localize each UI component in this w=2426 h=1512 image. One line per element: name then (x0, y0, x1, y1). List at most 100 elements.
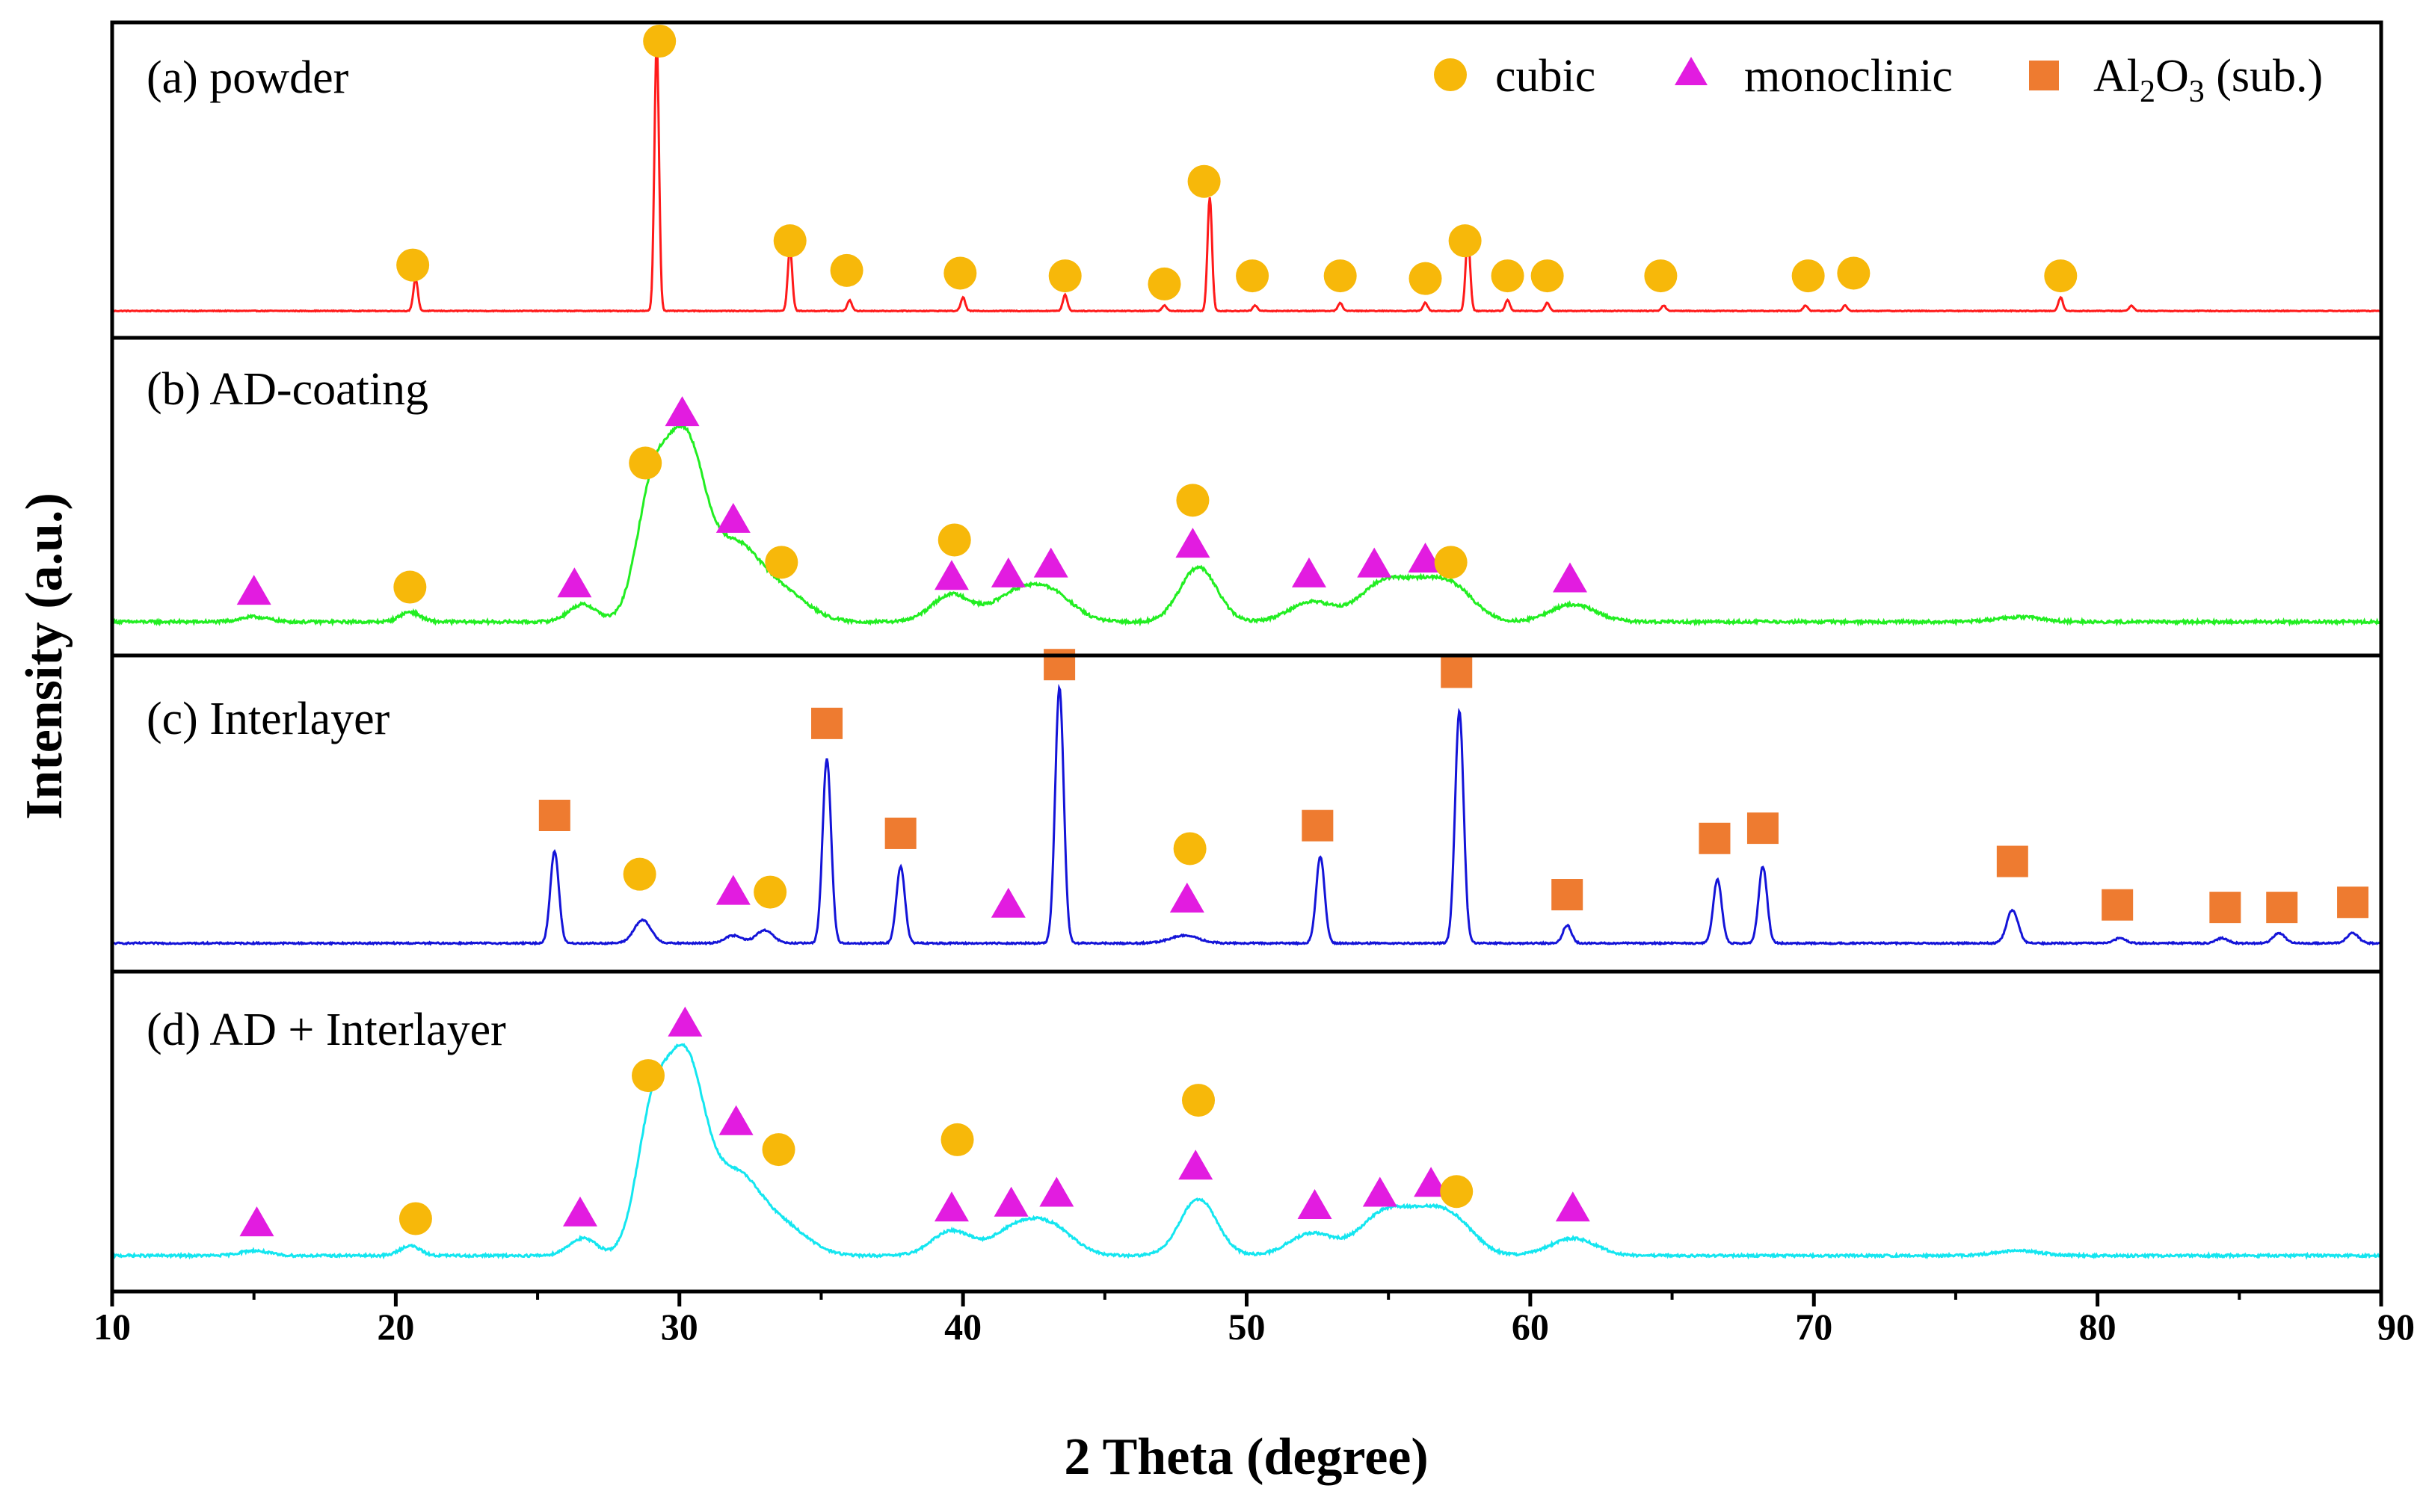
monoclinic-marker (934, 1191, 969, 1222)
legend-cubic-marker (1434, 58, 1467, 91)
cubic-marker (398, 1202, 432, 1235)
cubic-marker (1791, 259, 1825, 293)
monoclinic-marker (1039, 1176, 1074, 1207)
al2o3-marker (538, 800, 570, 831)
xrd-trace-c (112, 683, 2382, 946)
cubic-marker (1837, 256, 1871, 290)
monoclinic-marker (562, 1196, 597, 1226)
x-axis-ticks: 10 20 30 40 50 60 70 80 90 (93, 1292, 2415, 1348)
cubic-marker (830, 253, 863, 287)
x-tick-label: 10 (93, 1306, 131, 1348)
monoclinic-marker (557, 567, 592, 598)
cubic-marker (773, 224, 807, 258)
monoclinic-marker (715, 502, 751, 533)
legend-monoclinic-marker (1675, 57, 1708, 85)
monoclinic-marker (1178, 1150, 1213, 1180)
xrd-traces (111, 41, 2382, 1260)
x-axis-title: 2 Theta (degree) (1064, 1428, 1428, 1486)
cubic-marker (943, 256, 977, 290)
xrd-trace-a (111, 41, 2382, 313)
monoclinic-marker (1362, 1176, 1397, 1207)
x-tick-label: 80 (2079, 1306, 2116, 1348)
panel-label-d: (d) AD + Interlayer (147, 1005, 506, 1055)
x-tick-label: 40 (944, 1306, 982, 1348)
cubic-marker (1187, 164, 1221, 198)
cubic-marker (1048, 259, 1082, 293)
panel-frame-c (110, 653, 2383, 974)
al2o3-marker (1699, 822, 1731, 854)
cubic-marker (765, 546, 798, 579)
monoclinic-marker (991, 557, 1026, 587)
al2o3-marker (1302, 809, 1334, 842)
al2o3-marker (2102, 889, 2134, 921)
cubic-marker (632, 1059, 665, 1093)
panel-label-a: (a) powder (147, 52, 349, 103)
monoclinic-marker (1552, 562, 1587, 593)
monoclinic-marker (1555, 1191, 1590, 1222)
cubic-marker (940, 1123, 974, 1156)
monoclinic-marker (1357, 547, 1392, 578)
x-tick-label: 60 (1512, 1306, 1549, 1348)
cubic-marker (2044, 259, 2078, 293)
cubic-marker (1236, 259, 1269, 293)
monoclinic-marker (668, 1006, 703, 1037)
xrd-trace-b (111, 421, 2382, 627)
cubic-marker (1440, 1175, 1474, 1209)
monoclinic-marker (991, 887, 1026, 918)
panel-frame-b (110, 336, 2383, 658)
cubic-marker (762, 1133, 795, 1167)
cubic-marker (1644, 259, 1678, 293)
legend-al2o3-marker (2029, 61, 2059, 90)
al2o3-marker (2209, 892, 2241, 924)
cubic-marker (1434, 546, 1468, 579)
monoclinic-marker (239, 1206, 274, 1237)
monoclinic-marker (1033, 547, 1068, 578)
monoclinic-marker (934, 560, 969, 590)
cubic-marker (1530, 259, 1564, 293)
cubic-marker (393, 570, 427, 604)
monoclinic-marker (665, 396, 700, 427)
cubic-marker (1182, 1084, 1216, 1117)
cubic-marker (1491, 259, 1524, 293)
al2o3-marker (2337, 886, 2369, 919)
monoclinic-marker (1169, 882, 1204, 913)
al2o3-marker (1441, 656, 1473, 688)
cubic-marker (623, 857, 656, 891)
cubic-marker (1409, 262, 1442, 295)
x-tick-label: 20 (377, 1306, 414, 1348)
monoclinic-marker (994, 1186, 1029, 1217)
panel-label-b: (b) AD-coating (147, 364, 428, 415)
monoclinic-marker (1408, 543, 1443, 573)
monoclinic-marker (1297, 1189, 1332, 1219)
monoclinic-marker (718, 1105, 754, 1135)
monoclinic-marker (1414, 1167, 1449, 1197)
legend-cubic-label: cubic (1495, 51, 1595, 102)
al2o3-marker (811, 707, 843, 739)
phase-markers (236, 25, 2369, 1237)
al2o3-marker (884, 817, 917, 849)
cubic-marker (1323, 259, 1357, 293)
cubic-marker (1148, 267, 1181, 300)
monoclinic-marker (1291, 557, 1326, 587)
x-tick-label: 30 (661, 1306, 698, 1348)
cubic-marker (1176, 484, 1210, 517)
cubic-marker (629, 446, 662, 480)
cubic-marker (754, 875, 787, 909)
legend-monoclinic-label: monoclinic (1744, 51, 1953, 102)
cubic-marker (1173, 832, 1207, 865)
x-tick-label: 70 (1795, 1306, 1832, 1348)
y-axis-title: Intensity (a.u.) (16, 493, 73, 820)
x-tick-label: 50 (1228, 1306, 1266, 1348)
panel-label-c: (c) Interlayer (147, 694, 390, 744)
al2o3-marker (1746, 812, 1779, 845)
x-tick-label: 90 (2377, 1306, 2415, 1348)
legend: cubic monoclinic Al2O3 (sub.) (1434, 51, 2323, 109)
al2o3-marker (1551, 879, 1583, 911)
legend-al2o3-label: Al2O3 (sub.) (2093, 51, 2323, 109)
monoclinic-marker (715, 874, 751, 905)
al2o3-marker (1996, 845, 2028, 877)
cubic-marker (396, 248, 430, 282)
cubic-marker (938, 523, 971, 557)
cubic-marker (643, 25, 677, 58)
